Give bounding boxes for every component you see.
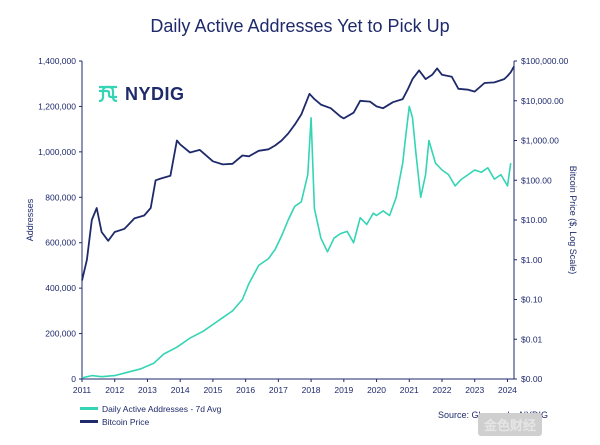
x-tick-label: 2023 xyxy=(465,385,484,395)
y-left-tick-label: 400,000 xyxy=(45,283,76,293)
y-left-tick-label: 1,000,000 xyxy=(38,147,76,157)
legend-label-addresses: Daily Active Addresses - 7d Avg xyxy=(102,403,222,414)
y-right-tick-label: $1,000.00 xyxy=(521,136,559,146)
y-right-tick-label: $1.00 xyxy=(521,255,543,265)
y-left-tick-label: 600,000 xyxy=(45,238,76,248)
x-tick-label: 2014 xyxy=(171,385,190,395)
chart-title: Daily Active Addresses Yet to Pick Up xyxy=(150,16,450,36)
y-right-tick-label: $10.00 xyxy=(521,215,547,225)
x-tick-label: 2019 xyxy=(334,385,353,395)
legend-item-price: Bitcoin Price xyxy=(80,415,221,428)
y-right-tick-label: $100,000.00 xyxy=(521,56,569,66)
legend-item-addresses: Daily Active Addresses - 7d Avg xyxy=(80,402,221,415)
series-line-bitcoin-price xyxy=(81,65,515,281)
y-left-axis-label: Addresses xyxy=(25,198,35,241)
y-left-tick-label: 0 xyxy=(71,374,76,384)
x-tick-label: 2017 xyxy=(269,385,288,395)
y-right-tick-label: $0.00 xyxy=(521,374,543,384)
y-right-tick-label: $100.00 xyxy=(521,175,552,185)
y-left-tick-label: 1,200,000 xyxy=(38,101,76,111)
y-right-tick-label: $0.01 xyxy=(521,334,543,344)
y-right-axis-label: Bitcoin Price ($, Log Scale) xyxy=(568,166,578,275)
series-line-daily-active-addresses xyxy=(81,105,512,379)
legend-swatch-addresses xyxy=(80,407,98,410)
x-tick-label: 2022 xyxy=(433,385,452,395)
logo: NYDIG xyxy=(97,83,185,105)
x-tick-label: 2011 xyxy=(73,385,92,395)
y-left-tick-label: 200,000 xyxy=(45,329,76,339)
x-tick-label: 2012 xyxy=(105,385,124,395)
watermark: 金色财经 xyxy=(478,413,543,436)
x-tick-label: 2018 xyxy=(302,385,321,395)
y-right-tick-label: $10,000.00 xyxy=(521,96,564,106)
legend-swatch-price xyxy=(80,420,98,423)
y-right-tick-label: $0.10 xyxy=(521,295,543,305)
x-tick-label: 2024 xyxy=(498,385,517,395)
x-tick-label: 2015 xyxy=(203,385,222,395)
nydig-logo-icon xyxy=(98,85,118,103)
y-left-tick-label: 1,400,000 xyxy=(38,56,76,66)
y-left-tick-label: 800,000 xyxy=(45,192,76,202)
x-tick-label: 2020 xyxy=(367,385,386,395)
logo-text: NYDIG xyxy=(125,83,185,104)
x-tick-label: 2013 xyxy=(138,385,157,395)
legend: Daily Active Addresses - 7d Avg Bitcoin … xyxy=(80,402,221,428)
x-tick-label: 2016 xyxy=(236,385,255,395)
legend-label-price: Bitcoin Price xyxy=(102,416,150,427)
x-tick-label: 2021 xyxy=(400,385,419,395)
